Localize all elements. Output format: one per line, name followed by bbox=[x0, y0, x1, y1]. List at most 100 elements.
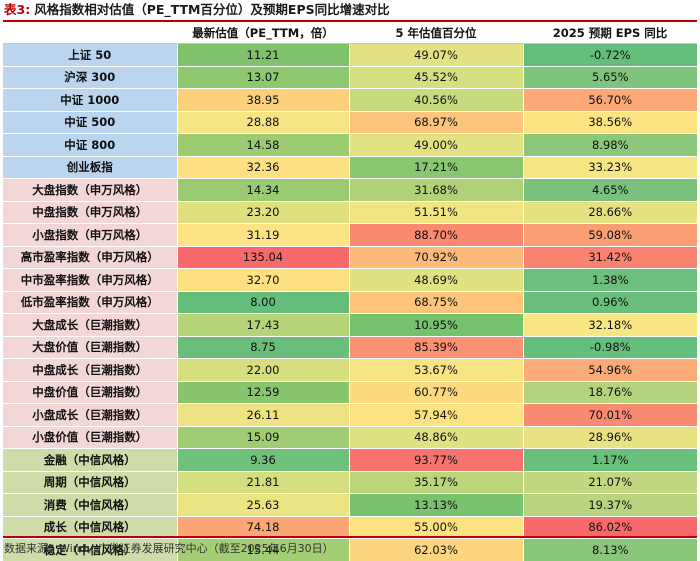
row-name: 小盘成长（巨潮指数） bbox=[3, 403, 177, 426]
pe-value: 22.00 bbox=[176, 358, 349, 381]
row-name: 消费（中信风格） bbox=[3, 493, 177, 516]
source-footnote: 数据来源：Wind，广发证券发展研究中心（截至2025年6月30日） bbox=[4, 542, 334, 555]
eps-growth-value: 8.98% bbox=[522, 133, 697, 156]
table-row: 稳定（中信风格） 15.44 62.03% 8.13% bbox=[3, 538, 697, 561]
row-name: 小盘价值（巨潮指数） bbox=[3, 425, 177, 449]
row-name: 小盘指数（申万风格） bbox=[3, 223, 177, 246]
table-row: 中盘指数（申万风格） 23.20 51.51% 28.66% bbox=[3, 200, 697, 224]
eps-growth-value: 19.37% bbox=[522, 493, 697, 516]
table-row: 大盘指数（申万风格） 14.34 31.68% 4.65% bbox=[3, 178, 697, 201]
table-row: 中市盈率指数（申万风格） 32.70 48.69% 1.38% bbox=[3, 268, 697, 291]
pe-value: 14.58 bbox=[176, 133, 349, 156]
eps-growth-value: 70.01% bbox=[522, 403, 697, 426]
percentile-value: 85.39% bbox=[348, 335, 523, 359]
row-name: 上证 50 bbox=[3, 43, 177, 66]
row-name: 中盘价值（巨潮指数） bbox=[3, 380, 177, 404]
percentile-value: 10.95% bbox=[348, 313, 523, 336]
percentile-value: 48.86% bbox=[348, 425, 523, 449]
eps-growth-value: 59.08% bbox=[522, 223, 697, 246]
table-title: 表3: 风格指数相对估值（PE_TTM百分位）及预期EPS同比增速对比 bbox=[4, 0, 390, 20]
pe-value: 38.95 bbox=[176, 88, 349, 111]
table-number: 表3: bbox=[4, 2, 31, 17]
percentile-value: 70.92% bbox=[348, 245, 523, 269]
row-name: 中盘指数（申万风格） bbox=[3, 200, 177, 224]
table-row: 小盘指数（申万风格） 31.19 88.70% 59.08% bbox=[3, 223, 697, 246]
eps-growth-value: 56.70% bbox=[522, 88, 697, 111]
eps-growth-value: 18.76% bbox=[522, 380, 697, 404]
percentile-value: 53.67% bbox=[348, 358, 523, 381]
table-row: 小盘成长（巨潮指数） 26.11 57.94% 70.01% bbox=[3, 403, 697, 426]
eps-growth-value: 54.96% bbox=[522, 358, 697, 381]
row-name: 沪深 300 bbox=[3, 65, 177, 89]
table-row: 创业板指 32.36 17.21% 33.23% bbox=[3, 155, 697, 179]
pe-value: 21.81 bbox=[176, 470, 349, 494]
percentile-value: 35.17% bbox=[348, 470, 523, 494]
top-rule bbox=[3, 20, 697, 22]
table-row: 沪深 300 13.07 45.52% 5.65% bbox=[3, 65, 697, 89]
eps-growth-value: 38.56% bbox=[522, 110, 697, 134]
table-row: 中盘价值（巨潮指数） 12.59 60.77% 18.76% bbox=[3, 380, 697, 404]
percentile-value: 68.75% bbox=[348, 290, 523, 314]
percentile-value: 45.52% bbox=[348, 65, 523, 89]
eps-growth-value: -0.72% bbox=[522, 43, 697, 66]
pe-value: 8.75 bbox=[176, 335, 349, 359]
percentile-value: 93.77% bbox=[348, 448, 523, 471]
eps-growth-value: 21.07% bbox=[522, 470, 697, 494]
table-row: 中证 500 28.88 68.97% 38.56% bbox=[3, 110, 697, 134]
eps-growth-value: 28.66% bbox=[522, 200, 697, 224]
percentile-value: 31.68% bbox=[348, 178, 523, 201]
pe-value: 11.21 bbox=[176, 43, 349, 66]
row-name: 金融（中信风格） bbox=[3, 448, 177, 471]
header-percentile: 5 年估值百分位 bbox=[349, 22, 523, 44]
percentile-value: 55.00% bbox=[348, 515, 523, 539]
percentile-value: 51.51% bbox=[348, 200, 523, 224]
table-row: 小盘价值（巨潮指数） 15.09 48.86% 28.96% bbox=[3, 425, 697, 449]
row-name: 成长（中信风格） bbox=[3, 515, 177, 539]
pe-value: 31.19 bbox=[176, 223, 349, 246]
row-name: 低市盈率指数（申万风格） bbox=[3, 290, 177, 314]
row-name: 中市盈率指数（申万风格） bbox=[3, 268, 177, 291]
percentile-value: 48.69% bbox=[348, 268, 523, 291]
pe-value: 13.07 bbox=[176, 65, 349, 89]
eps-growth-value: 8.13% bbox=[522, 538, 697, 561]
header-row: 最新估值（PE_TTM，倍） 5 年估值百分位 2025 预期 EPS 同比 bbox=[3, 22, 697, 44]
row-name: 周期（中信风格） bbox=[3, 470, 177, 494]
pe-value: 9.36 bbox=[176, 448, 349, 471]
percentile-value: 88.70% bbox=[348, 223, 523, 246]
pe-value: 74.18 bbox=[176, 515, 349, 539]
pe-value: 28.88 bbox=[176, 110, 349, 134]
eps-growth-value: 0.96% bbox=[522, 290, 697, 314]
header-eps: 2025 预期 EPS 同比 bbox=[523, 22, 697, 44]
row-name: 大盘指数（申万风格） bbox=[3, 178, 177, 201]
eps-growth-value: 86.02% bbox=[522, 515, 697, 539]
row-name: 创业板指 bbox=[3, 155, 177, 179]
eps-growth-value: -0.98% bbox=[522, 335, 697, 359]
table-row: 成长（中信风格） 74.18 55.00% 86.02% bbox=[3, 515, 697, 539]
percentile-value: 49.07% bbox=[348, 43, 523, 66]
percentile-value: 68.97% bbox=[348, 110, 523, 134]
pe-value: 15.44 bbox=[176, 538, 349, 561]
row-name: 中证 800 bbox=[3, 133, 177, 156]
table-body: 上证 50 11.21 49.07% -0.72% 沪深 300 13.07 45.52% 5… bbox=[3, 43, 697, 561]
eps-growth-value: 1.38% bbox=[522, 268, 697, 291]
pe-value: 32.36 bbox=[176, 155, 349, 179]
row-name: 中证 1000 bbox=[3, 88, 177, 111]
pe-value: 32.70 bbox=[176, 268, 349, 291]
pe-value: 23.20 bbox=[176, 200, 349, 224]
table-row: 中证 800 14.58 49.00% 8.98% bbox=[3, 133, 697, 156]
pe-value: 8.00 bbox=[176, 290, 349, 314]
eps-growth-value: 5.65% bbox=[522, 65, 697, 89]
pe-value: 17.43 bbox=[176, 313, 349, 336]
percentile-value: 13.13% bbox=[348, 493, 523, 516]
row-name: 高市盈率指数（申万风格） bbox=[3, 245, 177, 269]
table-row: 低市盈率指数（申万风格） 8.00 68.75% 0.96% bbox=[3, 290, 697, 314]
table-row: 大盘价值（巨潮指数） 8.75 85.39% -0.98% bbox=[3, 335, 697, 359]
pe-value: 14.34 bbox=[176, 178, 349, 201]
valuation-table: 最新估值（PE_TTM，倍） 5 年估值百分位 2025 预期 EPS 同比 上… bbox=[3, 22, 697, 561]
header-name bbox=[3, 22, 177, 44]
percentile-value: 60.77% bbox=[348, 380, 523, 404]
table-row: 上证 50 11.21 49.07% -0.72% bbox=[3, 43, 697, 66]
table-row: 大盘成长（巨潮指数） 17.43 10.95% 32.18% bbox=[3, 313, 697, 336]
bottom-rule bbox=[3, 536, 697, 538]
table-row: 中盘成长（巨潮指数） 22.00 53.67% 54.96% bbox=[3, 358, 697, 381]
